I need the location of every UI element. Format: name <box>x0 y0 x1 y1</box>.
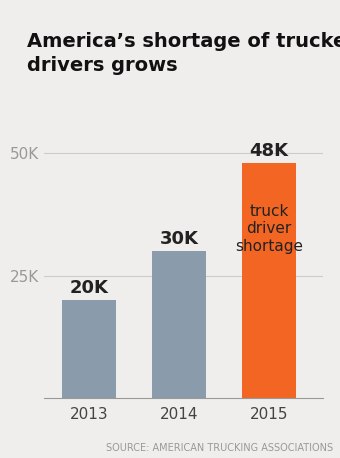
Text: 48K: 48K <box>250 142 289 160</box>
Text: 20K: 20K <box>70 279 108 297</box>
Text: truck
driver
shortage: truck driver shortage <box>235 204 303 254</box>
Bar <box>152 251 206 398</box>
Bar <box>62 300 116 398</box>
Bar <box>242 163 296 398</box>
Text: 30K: 30K <box>160 230 199 248</box>
Text: America’s shortage of trucker
drivers grows: America’s shortage of trucker drivers gr… <box>27 32 340 75</box>
Text: SOURCE: AMERICAN TRUCKING ASSOCIATIONS: SOURCE: AMERICAN TRUCKING ASSOCIATIONS <box>106 443 333 453</box>
